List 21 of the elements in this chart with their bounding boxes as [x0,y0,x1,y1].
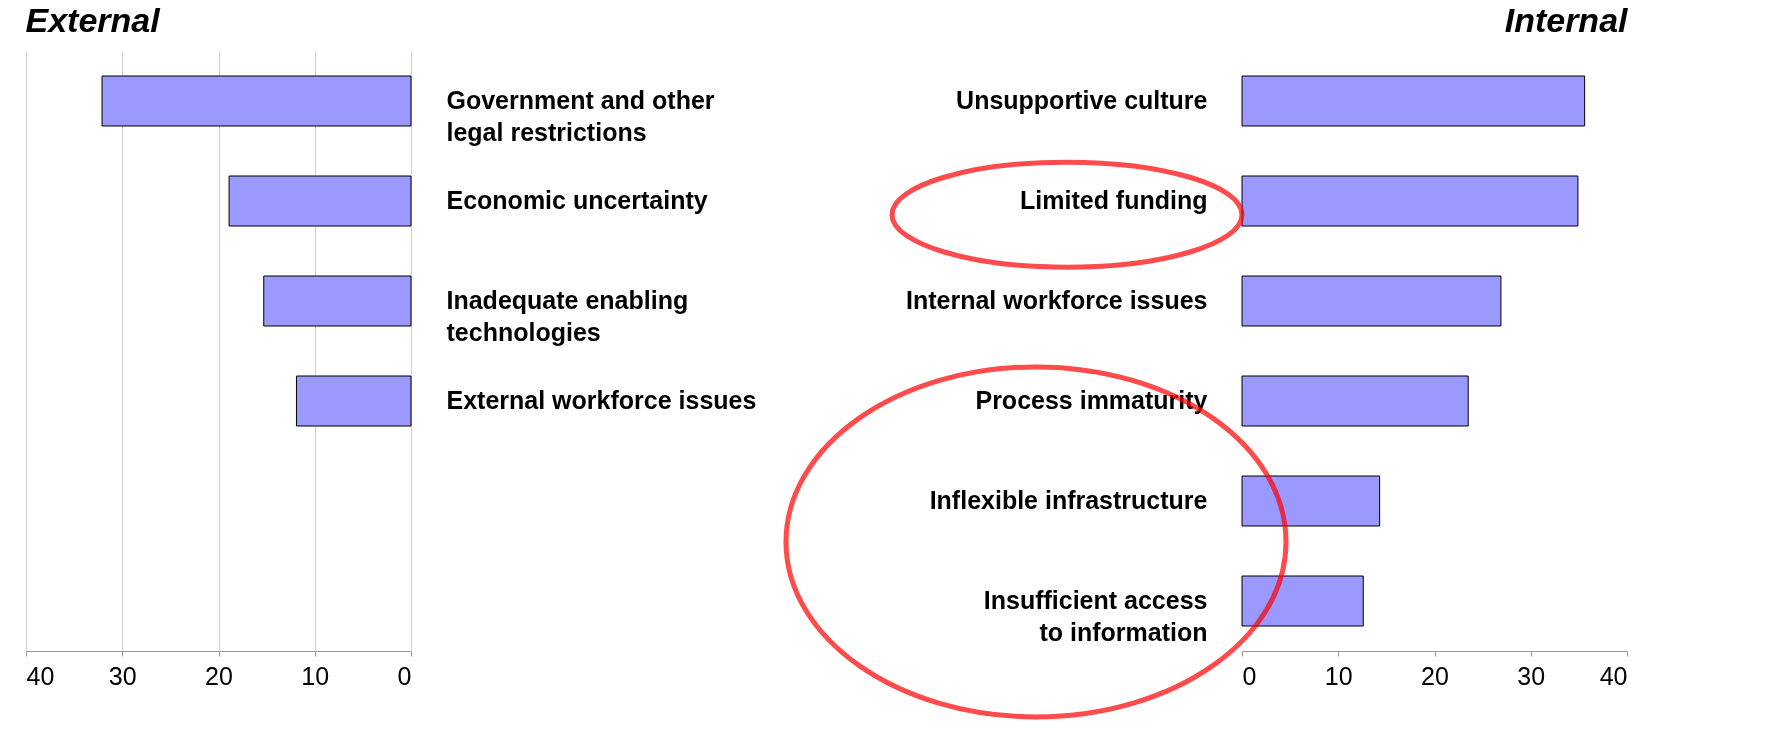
y-tick-label: Government and other legal restrictions [446,86,715,146]
x-tick-label: 30 [108,661,137,690]
x-tick-label: 10 [301,661,330,690]
y-tick-label: Internal workforce issues [905,286,1208,314]
y-tick-label: Inflexible infrastructure [929,486,1208,514]
y-tick-label: Economic uncertainty [446,186,708,214]
chart-title: Internal [1504,1,1630,39]
x-tick-label: 20 [205,661,233,690]
y-tick-label: Limited funding [1020,186,1208,214]
y-tick-label: Insufficient access to information [983,586,1208,646]
chart-title: External [25,1,162,39]
x-tick-label: 0 [397,661,412,690]
x-tick-label: 0 [1242,661,1257,690]
x-tick-label: 40 [26,661,55,690]
x-tick-label: 20 [1421,661,1449,690]
x-tick-label: 30 [1517,661,1546,690]
y-tick-label: Unsupportive culture [956,86,1208,114]
y-tick-label: External workforce issues [446,386,757,414]
y-tick-label: Inadequate enabling technologies [446,286,689,346]
x-tick-label: 10 [1324,661,1353,690]
x-tick-label: 40 [1599,661,1628,690]
